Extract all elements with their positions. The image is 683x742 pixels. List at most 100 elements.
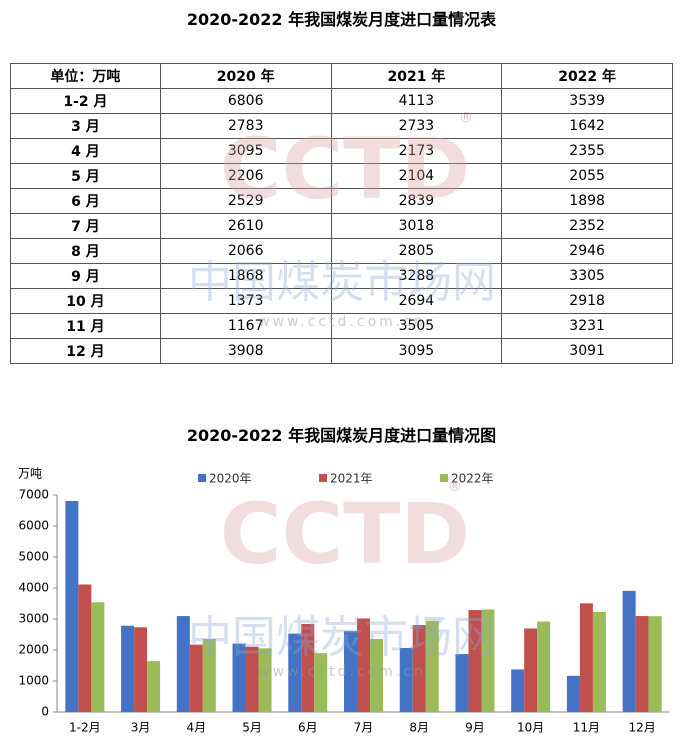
table-row: 11 月 1167 3505 3231 [10,313,673,339]
table-row: 12 月 3908 3095 3091 [10,338,673,364]
table-cell: 2610 [159,213,332,239]
table-cell: 3095 [159,138,332,164]
legend-label: 2021年 [330,472,373,486]
bar [425,620,439,712]
bar [357,618,370,712]
x-tick-label: 7月 [354,721,374,735]
bar [412,625,426,712]
x-tick-label: 6月 [298,721,318,735]
bar [245,646,259,712]
table-cell: 2022 年 [501,63,673,89]
bar [648,616,662,712]
bar [481,609,495,712]
bar [147,661,161,712]
table-cell: 2352 [501,213,673,239]
bar [511,669,525,712]
table-cell: 1167 [159,313,332,339]
y-tick-label: 5000 [18,550,49,564]
table-cell: 2021 年 [330,63,503,89]
x-tick-label: 11月 [573,721,600,735]
y-tick-label: 4000 [18,581,49,595]
table-cell: 2839 [330,188,503,214]
table-cell: 3231 [501,313,673,339]
bar [202,638,216,712]
y-tick-label: 6000 [18,519,49,533]
table-cell: 2055 [501,163,673,189]
y-tick-label: 0 [41,705,49,719]
legend-label: 2022年 [451,472,494,486]
table-row: 6 月 2529 2839 1898 [10,188,673,214]
bar [301,623,315,712]
table-cell: 4 月 [10,138,161,164]
bar [344,631,357,712]
y-tick-label: 1000 [18,674,49,688]
table-row: 9 月 1868 3288 3305 [10,263,673,289]
table-row: 4 月 3095 2173 2355 [10,138,673,164]
y-tick-label: 7000 [18,488,49,502]
bar [78,584,92,712]
table-cell: 2206 [159,163,332,189]
chart: 万吨 0 1000 2000 3000 4000 5000 6000 7000 2020年 2021… [18,467,670,735]
legend-swatch [198,474,206,482]
table-cell: 2020 年 [159,63,332,89]
table-cell: 2918 [501,288,673,314]
table-cell: 2694 [330,288,503,314]
table-cell: 2733 [330,113,503,139]
table-cell: 6806 [159,88,332,114]
bar [566,675,580,712]
table-cell: 3505 [330,313,503,339]
table-row: 8 月 2066 2805 2946 [10,238,673,264]
table-row: 5 月 2206 2104 2055 [10,163,673,189]
table-cell: 2805 [330,238,503,264]
table-cell: 1898 [501,188,673,214]
table-row: 7 月 2610 3018 2352 [10,213,673,239]
bar [592,611,606,712]
table-cell: 4113 [330,88,503,114]
table-cell: 3 月 [10,113,161,139]
legend-swatch [440,474,448,482]
x-tick-label: 8月 [409,721,429,735]
table-cell: 5 月 [10,163,161,189]
table-cell: 6 月 [10,188,161,214]
table-cell: 2173 [330,138,503,164]
table-cell: 1868 [159,263,332,289]
bar [314,653,328,712]
table-cell: 1642 [501,113,673,139]
table: 单位：万吨 2020 年 2021 年 2022 年 1-2 月 6806 4113 3539… [10,63,673,364]
bar [258,648,272,712]
table-cell: 12 月 [10,338,161,364]
table-cell: 3091 [501,338,673,364]
y-tick-label: 3000 [18,612,49,626]
bar [524,628,538,712]
x-tick-label: 5月 [242,721,262,735]
table-cell: 2355 [501,138,673,164]
x-tick-label: 10月 [517,721,544,735]
x-tick-label: 9月 [465,721,485,735]
bar [579,603,593,712]
bar [121,625,135,712]
bar [65,501,79,712]
table-row: 单位：万吨 2020 年 2021 年 2022 年 [10,63,673,89]
table-cell: 8 月 [10,238,161,264]
table-cell: 1-2 月 [10,88,161,114]
table-cell: 1373 [159,288,332,314]
table-cell: 3288 [330,263,503,289]
bar [176,616,190,712]
table-cell: 3305 [501,263,673,289]
chart-title: 2020-2022 年我国煤炭月度进口量情况图 [186,426,497,445]
table-cell: 3539 [501,88,673,114]
bar [232,643,246,712]
table-cell: 2066 [159,238,332,264]
legend-swatch [319,474,327,482]
bar [455,654,469,712]
table-cell: 2529 [159,188,332,214]
bar [134,627,148,712]
table-cell: 3095 [330,338,503,364]
table-cell: 单位：万吨 [10,63,161,89]
table-title: 2020-2022 年我国煤炭月度进口量情况表 [186,10,497,29]
bar [91,602,105,712]
bar [288,633,302,712]
table-cell: 3018 [330,213,503,239]
table-row: 3 月 2783 2733 1642 [10,113,673,139]
